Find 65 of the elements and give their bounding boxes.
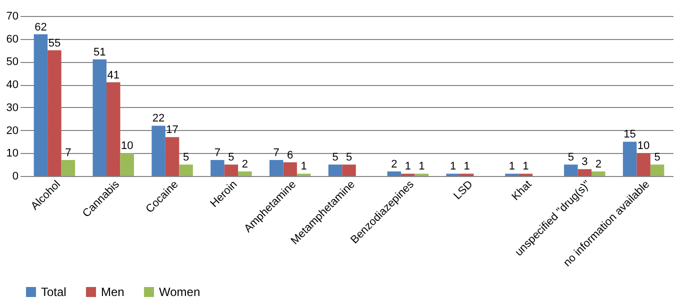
- y-tick-label: 50: [6, 56, 18, 68]
- data-label: 5: [332, 152, 338, 164]
- legend-label: Total: [41, 285, 66, 299]
- data-label: 2: [595, 158, 602, 170]
- bar: [592, 171, 606, 176]
- data-label: 5: [568, 152, 574, 164]
- data-label: 5: [346, 152, 352, 164]
- data-label: 1: [522, 160, 529, 173]
- data-label: 2: [242, 158, 248, 170]
- bar: [578, 169, 592, 176]
- data-label: 3: [582, 156, 588, 168]
- data-label: 1: [450, 160, 456, 173]
- data-label: 10: [120, 140, 134, 152]
- data-label: 1: [404, 160, 411, 173]
- data-label: 5: [182, 152, 190, 164]
- bar: [650, 164, 664, 176]
- data-label: 7: [273, 147, 280, 159]
- y-tick-label: 60: [6, 33, 18, 46]
- legend-label: Women: [159, 285, 200, 299]
- data-label: 15: [624, 128, 636, 141]
- y-tick-label: 40: [6, 79, 18, 92]
- data-label: 7: [214, 147, 220, 159]
- bar: [120, 153, 134, 176]
- bar: [179, 164, 193, 176]
- data-label: 22: [152, 112, 165, 125]
- bar: [342, 164, 356, 176]
- bar: [61, 160, 76, 176]
- data-label: 1: [464, 160, 470, 173]
- x-tick-label: LSD: [452, 178, 476, 202]
- bar: [165, 137, 180, 176]
- bar: [152, 126, 166, 176]
- bar: [238, 171, 252, 176]
- data-label: 5: [228, 152, 234, 164]
- data-label: 2: [391, 158, 398, 170]
- data-label: 51: [93, 46, 106, 58]
- bar: [48, 50, 62, 176]
- bar: [92, 59, 106, 176]
- data-label: 1: [300, 160, 307, 173]
- bar: [224, 164, 238, 176]
- y-tick-label: 20: [6, 124, 18, 137]
- bar: [269, 160, 284, 176]
- bar: [210, 160, 224, 176]
- data-label: 6: [287, 149, 294, 162]
- data-label: 5: [654, 152, 660, 164]
- bar: [328, 164, 342, 176]
- data-label: 41: [107, 69, 120, 82]
- bar: [283, 162, 297, 176]
- data-label: 55: [48, 37, 61, 50]
- legend-label: Men: [101, 285, 124, 299]
- data-label: 1: [418, 160, 425, 173]
- data-label: 17: [166, 124, 178, 136]
- y-tick-label: 0: [12, 170, 18, 182]
- bar: [34, 34, 48, 176]
- y-tick-label: 10: [6, 148, 18, 160]
- data-label: 1: [508, 160, 516, 173]
- bar: [636, 153, 650, 176]
- y-tick-label: 30: [6, 102, 18, 114]
- y-tick-label: 70: [6, 10, 18, 22]
- bar: [622, 142, 637, 176]
- data-label: 62: [34, 21, 47, 34]
- bar: [387, 171, 402, 176]
- data-label: 7: [65, 147, 72, 159]
- bar: [564, 164, 578, 176]
- bar: [106, 82, 120, 176]
- data-label: 10: [637, 140, 650, 152]
